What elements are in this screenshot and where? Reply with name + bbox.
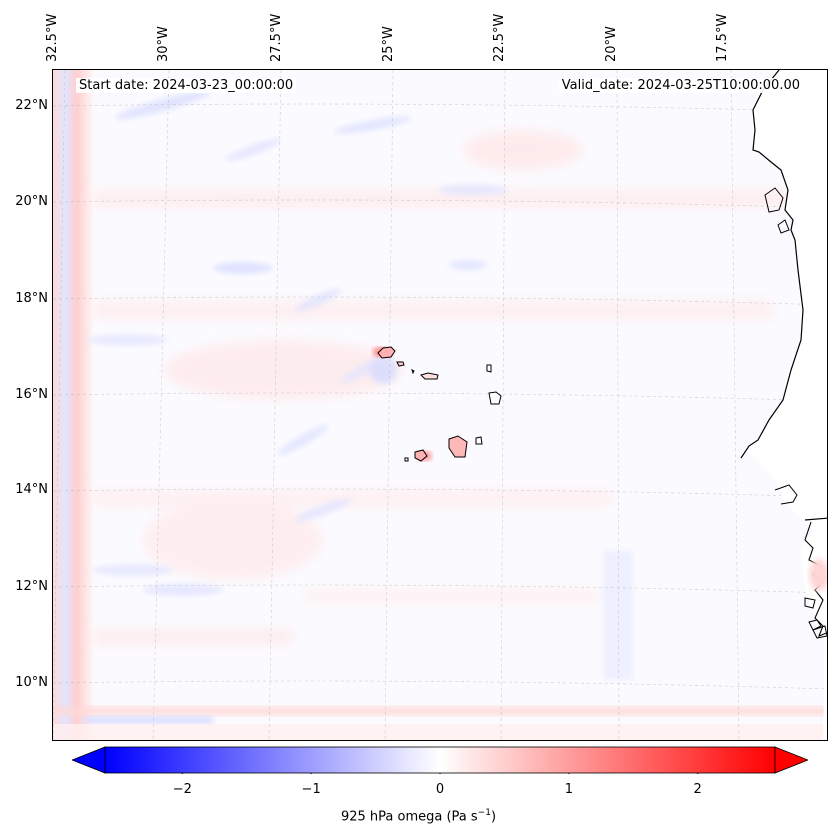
graticule (53, 70, 827, 740)
colorbar-tick-label-4: 2 (693, 782, 702, 797)
lat-label-12n: 12°N (15, 579, 48, 594)
lat-label-18n: 18°N (15, 291, 48, 306)
valid-date-text: Valid_date: 2024-03-25T10:00:00.00 (558, 78, 803, 93)
omega-field-map (53, 70, 827, 740)
colorbar-tick-label-1: −1 (301, 782, 321, 797)
colorbar (72, 746, 808, 774)
colorbar-label: 925 hPa omega (Pa s−1) (0, 808, 837, 824)
colorbar-ticks (181, 773, 699, 774)
colorbar-label-suffix: ) (490, 809, 497, 825)
lon-label-22-5w: 22.5°W (492, 13, 507, 62)
positive-omega-patches (93, 130, 793, 644)
african-coastline (740, 70, 827, 740)
lat-label-16n: 16°N (15, 387, 48, 402)
colorbar-tick-label-2: 0 (435, 782, 445, 797)
lat-label-14n: 14°N (15, 482, 48, 497)
lon-label-20w: 20°W (604, 26, 619, 62)
lat-label-10n: 10°N (15, 675, 48, 690)
lat-label-20n: 20°N (15, 194, 48, 209)
colorbar-gradient (104, 746, 776, 774)
lon-label-32-5w: 32.5°W (45, 13, 60, 62)
lon-label-17-5w: 17.5°W (715, 13, 730, 62)
negative-omega-patches (88, 90, 633, 680)
colorbar-label-prefix: 925 hPa omega (Pa s (340, 809, 478, 825)
lon-label-30w: 30°W (156, 26, 171, 62)
colorbar-tick-label-0: −2 (172, 782, 192, 797)
colorbar-label-exponent: −1 (477, 808, 491, 818)
lon-label-27-5w: 27.5°W (269, 13, 284, 62)
colorbar-min-arrow (72, 746, 106, 774)
colorbar-max-arrow (774, 746, 808, 774)
lat-label-22n: 22°N (15, 98, 48, 113)
map-panel: Start date: 2024-03-23_00:00:00 Valid_da… (52, 69, 828, 741)
start-date-text: Start date: 2024-03-23_00:00:00 (76, 78, 297, 93)
left-edge-band (53, 70, 93, 740)
lon-label-25w: 25°W (381, 26, 396, 62)
cape-verde-islands (373, 346, 502, 462)
colorbar-tick-label-3: 1 (564, 782, 573, 797)
